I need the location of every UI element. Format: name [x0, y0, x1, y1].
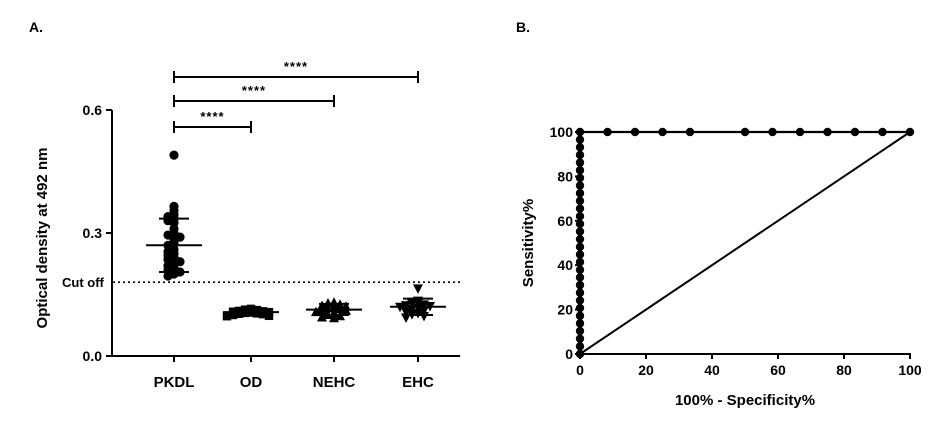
panel-b-y-tick-label: 0 — [565, 346, 573, 362]
panel-a-label: A. — [29, 19, 43, 35]
data-point-ehc — [419, 306, 429, 316]
panel-b-y-tick-label: 20 — [557, 302, 573, 318]
reference-diagonal-line — [579, 131, 911, 355]
panel-a-y-tick-label: 0.3 — [83, 225, 103, 241]
roc-point — [575, 158, 585, 167]
category-label-pkdl: PKDL — [154, 374, 195, 391]
panel-b-lines — [578, 130, 911, 355]
roc-point — [575, 326, 585, 336]
roc-point — [575, 189, 585, 198]
roc-point — [823, 127, 832, 137]
roc-point — [575, 212, 585, 221]
data-point-nehc — [317, 311, 327, 322]
significance-brackets: **** **** **** — [173, 59, 419, 133]
roc-point — [575, 349, 585, 359]
roc-point — [575, 280, 585, 290]
roc-point — [575, 166, 585, 175]
data-point-pkdl — [169, 150, 179, 160]
panel-b-roc-points — [575, 127, 915, 359]
data-point-nehc — [323, 298, 333, 308]
panel-b-x-tick-label: 20 — [638, 362, 654, 378]
panel-b-y-tick-label: 100 — [550, 124, 574, 140]
roc-point — [575, 173, 585, 183]
data-point-od — [222, 312, 232, 321]
roc-point — [575, 342, 585, 351]
roc-point — [575, 196, 585, 206]
roc-point — [575, 250, 585, 259]
category-label-od: OD — [240, 374, 263, 391]
panel-a-y-tick-label: 0.0 — [83, 348, 103, 364]
panel-a-y-tick-label: 0.6 — [83, 102, 103, 118]
roc-point — [740, 127, 750, 137]
panel-b-y-tick-label: 80 — [557, 168, 573, 184]
roc-point — [575, 319, 585, 328]
panel-b: B. Sensitivity% 100% - Specificity% 0 20 4… — [516, 19, 922, 409]
roc-point — [878, 127, 887, 137]
roc-point — [575, 265, 585, 274]
significance-label-pkdl-nehc: **** — [242, 83, 266, 98]
roc-point — [850, 127, 860, 137]
panel-b-x-tick-label: 0 — [576, 362, 584, 378]
data-point-pkdl — [163, 271, 173, 281]
significance-label-pkdl-od: **** — [200, 109, 224, 124]
roc-point — [575, 127, 585, 137]
panel-b-x-axis-title: 100% - Specificity% — [675, 392, 815, 409]
roc-point — [575, 257, 585, 267]
data-point-od — [228, 310, 238, 320]
roc-point — [575, 273, 585, 282]
roc-point — [575, 219, 585, 229]
panel-a-data-points — [163, 150, 435, 323]
cutoff-line-group: Cut off — [62, 275, 460, 290]
roc-point — [768, 127, 777, 137]
panel-a-y-axis-title: Optical density at 492 nm — [34, 148, 51, 329]
roc-point — [658, 127, 667, 137]
significance-label-pkdl-ehc: **** — [284, 59, 308, 74]
panel-b-y-tick-label: 40 — [557, 257, 573, 273]
panel-a: A. Optical density at 492 nm 0.0 0.3 0.6 C… — [29, 19, 460, 391]
roc-point — [905, 127, 915, 137]
roc-point — [575, 242, 585, 252]
roc-point — [795, 127, 805, 137]
data-point-ehc — [413, 284, 423, 294]
roc-point — [575, 227, 585, 236]
roc-point — [575, 334, 585, 343]
panel-b-x-tick-label: 80 — [836, 362, 852, 378]
roc-point — [575, 181, 585, 190]
roc-point — [575, 150, 585, 160]
data-point-od — [234, 309, 244, 318]
panel-a-axes: 0.0 0.3 0.6 — [83, 102, 460, 364]
roc-point — [575, 288, 585, 297]
panel-b-x-tick-label: 40 — [704, 362, 720, 378]
cutoff-label: Cut off — [62, 275, 105, 290]
roc-point — [630, 127, 640, 137]
roc-point — [575, 143, 585, 152]
roc-point — [685, 127, 695, 137]
roc-point — [575, 303, 585, 313]
roc-point — [575, 311, 585, 320]
data-point-nehc — [335, 303, 345, 314]
data-point-nehc — [329, 312, 339, 323]
panel-a-category-labels: PKDL OD NEHC EHC — [154, 374, 434, 391]
roc-point — [575, 135, 585, 144]
category-label-ehc: EHC — [402, 374, 434, 391]
data-point-ehc — [419, 311, 429, 322]
panel-b-x-tick-label: 100 — [898, 362, 922, 378]
data-point-ehc — [401, 307, 411, 318]
panel-b-label: B. — [516, 19, 530, 35]
category-label-nehc: NEHC — [313, 374, 356, 391]
roc-point — [575, 234, 585, 244]
roc-point — [575, 204, 585, 213]
roc-point — [603, 127, 612, 137]
data-point-od — [264, 311, 274, 321]
data-point-od — [252, 309, 262, 318]
panel-b-y-tick-label: 60 — [557, 213, 573, 229]
panel-b-y-axis-title: Sensitivity% — [520, 199, 537, 287]
panel-a-error-bars — [146, 217, 446, 316]
roc-point — [575, 296, 585, 305]
data-point-nehc — [311, 306, 321, 317]
panel-b-x-tick-label: 60 — [770, 362, 786, 378]
